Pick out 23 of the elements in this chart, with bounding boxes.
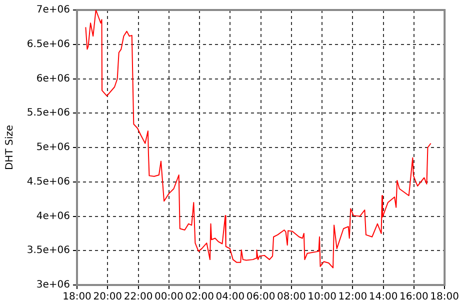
y-tick-label: 4.5e+06 bbox=[26, 176, 70, 188]
y-tick-label: 3.5e+06 bbox=[26, 245, 70, 256]
x-tick-label: 04:00 bbox=[216, 292, 245, 303]
y-tick-label: 5.5e+06 bbox=[26, 108, 70, 119]
x-tick-label: 02:00 bbox=[185, 292, 214, 303]
y-axis-title: DHT Size bbox=[4, 124, 16, 170]
y-tick-label: 5e+06 bbox=[36, 142, 70, 154]
x-tick-label: 14:00 bbox=[368, 292, 398, 303]
y-tick-label: 7e+06 bbox=[36, 4, 70, 16]
x-tick-label: 10:00 bbox=[308, 292, 336, 303]
x-tick-label: 18:00 bbox=[62, 292, 92, 303]
x-tick-label: 22:00 bbox=[124, 292, 153, 303]
x-tick-label: 08:00 bbox=[277, 292, 306, 303]
y-tick-label: 6.5e+06 bbox=[26, 38, 70, 50]
x-tick-label: 06:00 bbox=[246, 292, 276, 303]
y-tick-label: 6e+06 bbox=[36, 73, 70, 84]
x-tick-label: 16:00 bbox=[400, 292, 428, 303]
y-tick-label: 4e+06 bbox=[36, 210, 70, 222]
x-tick-label: 12:00 bbox=[338, 292, 368, 303]
x-tick-label: 18:00 bbox=[430, 292, 460, 303]
y-tick-label: 3e+06 bbox=[36, 280, 70, 291]
x-tick-label: 00:00 bbox=[154, 292, 184, 303]
x-tick-label: 20:00 bbox=[93, 292, 122, 303]
